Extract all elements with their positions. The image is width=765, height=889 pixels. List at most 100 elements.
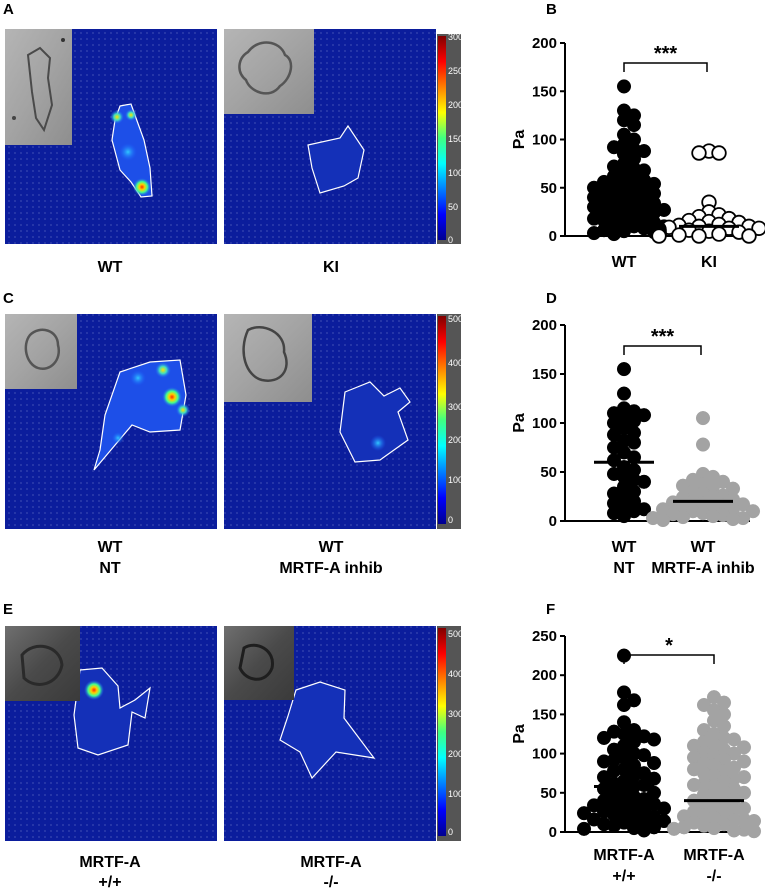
caption-e-right-2: -/- — [323, 874, 338, 889]
caption-c-right-2: MRTF-A inhib — [279, 560, 383, 577]
data-point — [726, 823, 742, 838]
colorbar-a-tick: 100 — [448, 168, 463, 178]
colorbar-a — [438, 36, 446, 240]
data-point — [741, 228, 757, 244]
category-label: -/- — [706, 868, 721, 885]
brightfield-inset — [224, 314, 312, 402]
traction-map-c-wt-nt — [5, 314, 217, 529]
data-point — [726, 732, 742, 747]
y-tick-label: 100 — [532, 132, 557, 149]
colorbar-e-tick: 200 — [448, 749, 463, 759]
colorbar-c-tick: 0 — [448, 515, 453, 525]
data-point — [706, 821, 722, 836]
colorbar-e-tick: 100 — [448, 789, 463, 799]
colorbar-c-tick: 400 — [448, 358, 463, 368]
y-tick-label: 50 — [540, 785, 557, 802]
data-point — [691, 228, 707, 244]
data-point — [695, 437, 711, 452]
data-point — [711, 145, 727, 161]
traction-map-e-knockout: 500 400 300 200 100 0 — [224, 626, 463, 841]
data-point — [725, 511, 741, 527]
caption-a-left: WT — [98, 259, 123, 276]
data-point — [636, 748, 652, 763]
data-point — [586, 226, 602, 241]
data-point — [606, 818, 622, 833]
darkfield-inset — [5, 626, 80, 701]
data-point — [616, 509, 632, 524]
cell-outline — [307, 124, 365, 194]
caption-a-right: KI — [323, 259, 339, 276]
y-axis-label: Pa — [511, 130, 528, 150]
data-point — [596, 730, 612, 745]
data-point — [606, 227, 622, 242]
data-point — [626, 435, 642, 450]
colorbar-c-tick: 100 — [448, 475, 463, 485]
data-point — [651, 228, 667, 244]
colorbar-e-tick: 400 — [448, 669, 463, 679]
category-label: MRTF-A — [593, 847, 655, 864]
data-point — [751, 220, 765, 236]
colorbar-c-tick: 500 — [448, 314, 463, 324]
colorbar-c-tick: 200 — [448, 435, 463, 445]
colorbar-c-tick: 300 — [448, 402, 463, 412]
data-point — [745, 504, 761, 519]
category-label: MRTF-A — [683, 847, 745, 864]
y-tick-label: 150 — [532, 706, 557, 723]
data-point — [626, 117, 642, 133]
data-point — [636, 474, 652, 489]
data-point — [746, 824, 762, 839]
traction-map-a-ki: 300 250 200 150 100 50 0 — [224, 29, 463, 245]
category-label: WT — [612, 539, 637, 556]
caption-e-right-1: MRTF-A — [300, 854, 362, 871]
caption-c-left-1: WT — [98, 539, 123, 556]
data-point — [691, 145, 707, 161]
colorbar-a-tick: 0 — [448, 235, 453, 245]
panel-label-b: B — [546, 1, 557, 18]
data-point — [616, 362, 632, 377]
data-point — [616, 386, 632, 401]
significance-label: *** — [651, 326, 675, 348]
category-label: KI — [701, 254, 717, 271]
category-label: WT — [691, 539, 716, 556]
colorbar-e-tick: 300 — [448, 709, 463, 719]
data-point — [711, 226, 727, 242]
y-tick-label: 200 — [532, 35, 557, 52]
cell-outline — [339, 381, 411, 463]
y-tick-label: 100 — [532, 746, 557, 763]
y-tick-label: 0 — [549, 228, 557, 245]
caption-e-left-1: MRTF-A — [79, 854, 141, 871]
y-tick-label: 50 — [540, 464, 557, 481]
traction-map-e-wildtype — [5, 626, 217, 841]
panel-label-e: E — [3, 601, 13, 618]
data-point — [596, 754, 612, 769]
significance-label: *** — [654, 43, 678, 65]
panel-label-a: A — [3, 1, 14, 18]
data-point — [616, 648, 632, 663]
category-label: NT — [613, 560, 635, 577]
colorbar-e-tick: 500 — [448, 629, 463, 639]
data-point — [666, 821, 682, 836]
y-tick-label: 0 — [549, 824, 557, 841]
chart-d: 0 50 100 150 200 Pa WT NT WT MRTF-A inhib *** — [511, 317, 761, 577]
data-point — [646, 732, 662, 747]
colorbar-a-tick: 50 — [448, 202, 458, 212]
y-axis-label: Pa — [511, 413, 528, 433]
category-label: MRTF-A inhib — [651, 560, 755, 577]
traction-map-c-wt-inhib: 500 400 300 200 100 0 — [224, 314, 463, 529]
y-tick-label: 50 — [540, 180, 557, 197]
colorbar-a-tick: 300 — [448, 32, 463, 42]
chart-b: 0 50 100 150 200 Pa WT KI *** — [511, 35, 765, 271]
y-tick-label: 150 — [532, 366, 557, 383]
data-point — [616, 79, 632, 94]
data-point — [695, 411, 711, 426]
data-point — [686, 777, 702, 793]
y-tick-label: 150 — [532, 83, 557, 100]
y-tick-label: 100 — [532, 415, 557, 432]
colorbar-a-tick: 150 — [448, 134, 463, 144]
significance-label: * — [665, 635, 673, 657]
data-point — [576, 821, 592, 836]
significance-bracket — [623, 345, 702, 355]
panel-label-f: F — [546, 601, 555, 618]
data-point — [606, 140, 622, 155]
